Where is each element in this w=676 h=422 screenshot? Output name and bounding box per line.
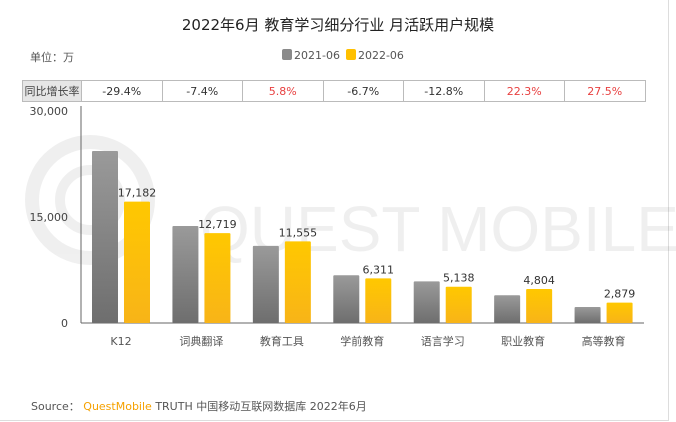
bar-2022-06 xyxy=(204,233,231,323)
bar-2021-06 xyxy=(413,281,440,323)
yoy-cell: -7.4% xyxy=(161,80,243,102)
data-label: 4,804 xyxy=(523,274,555,287)
y-tick-label: 0 xyxy=(61,317,68,330)
data-label: 11,555 xyxy=(279,226,318,239)
yoy-cell: 27.5% xyxy=(564,80,646,102)
data-label: 12,719 xyxy=(198,218,237,231)
yoy-cell: 5.8% xyxy=(242,80,324,102)
source-text: TRUTH 中国移动互联网数据库 2022年6月 xyxy=(155,400,367,413)
x-tick-label: 教育工具 xyxy=(260,334,304,348)
data-label: 5,138 xyxy=(443,272,475,285)
bar-2022-06 xyxy=(284,241,311,323)
yoy-cell: -12.8% xyxy=(403,80,485,102)
bar-2021-06 xyxy=(92,151,118,323)
y-tick-label: 15,000 xyxy=(30,211,69,224)
data-label: 6,311 xyxy=(363,263,395,276)
x-tick-label: 高等教育 xyxy=(582,334,626,348)
x-tick-label: 语言学习 xyxy=(421,334,465,348)
bar-2021-06 xyxy=(494,295,521,323)
legend-item-2021: 2021-06 xyxy=(282,49,340,62)
x-tick-label: 职业教育 xyxy=(501,334,545,348)
yoy-table: 同比增长率 -29.4% -7.4% 5.8% -6.7% -12.8% 22.3% 27.5… xyxy=(22,80,646,102)
bar-2022-06 xyxy=(606,302,633,323)
yoy-cell: -6.7% xyxy=(322,80,404,102)
yoy-cell: -29.4% xyxy=(81,80,163,102)
yoy-cell: 22.3% xyxy=(483,80,565,102)
data-label: 17,182 xyxy=(118,187,157,200)
legend-label: 2021-06 xyxy=(294,49,340,62)
watermark: QUEST MOBILE xyxy=(25,135,676,265)
bar-2022-06 xyxy=(365,278,392,323)
bar-2021-06 xyxy=(252,245,279,323)
bar-2022-06 xyxy=(445,286,472,323)
y-tick-label: 30,000 xyxy=(30,105,69,118)
unit-label: 单位：万 xyxy=(30,51,74,64)
x-tick-label: 学前教育 xyxy=(340,334,384,348)
bar-2022-06 xyxy=(526,289,553,323)
x-tick-label: K12 xyxy=(110,335,131,348)
x-tick-label: 词典翻译 xyxy=(179,334,223,348)
source-brand: QuestMobile xyxy=(83,400,152,413)
legend: 2021-06 2022-06 xyxy=(282,49,404,62)
svg-text:QUEST MOBILE: QUEST MOBILE xyxy=(200,193,676,265)
legend-label: 2022-06 xyxy=(357,49,404,62)
source-note: Source： QuestMobile TRUTH 中国移动互联网数据库 202… xyxy=(31,398,367,414)
data-label: 2,879 xyxy=(604,288,636,301)
source-prefix: Source： xyxy=(31,400,80,413)
chart-title: 2022年6月 教育学习细分行业 月活跃用户规模 xyxy=(181,16,495,34)
bar-2021-06 xyxy=(172,225,199,323)
bar-2021-06 xyxy=(333,275,360,323)
yoy-header: 同比增长率 xyxy=(22,80,82,102)
bar-2022-06 xyxy=(124,201,150,323)
legend-item-2022: 2022-06 xyxy=(345,49,404,62)
bar-2021-06 xyxy=(574,307,601,323)
